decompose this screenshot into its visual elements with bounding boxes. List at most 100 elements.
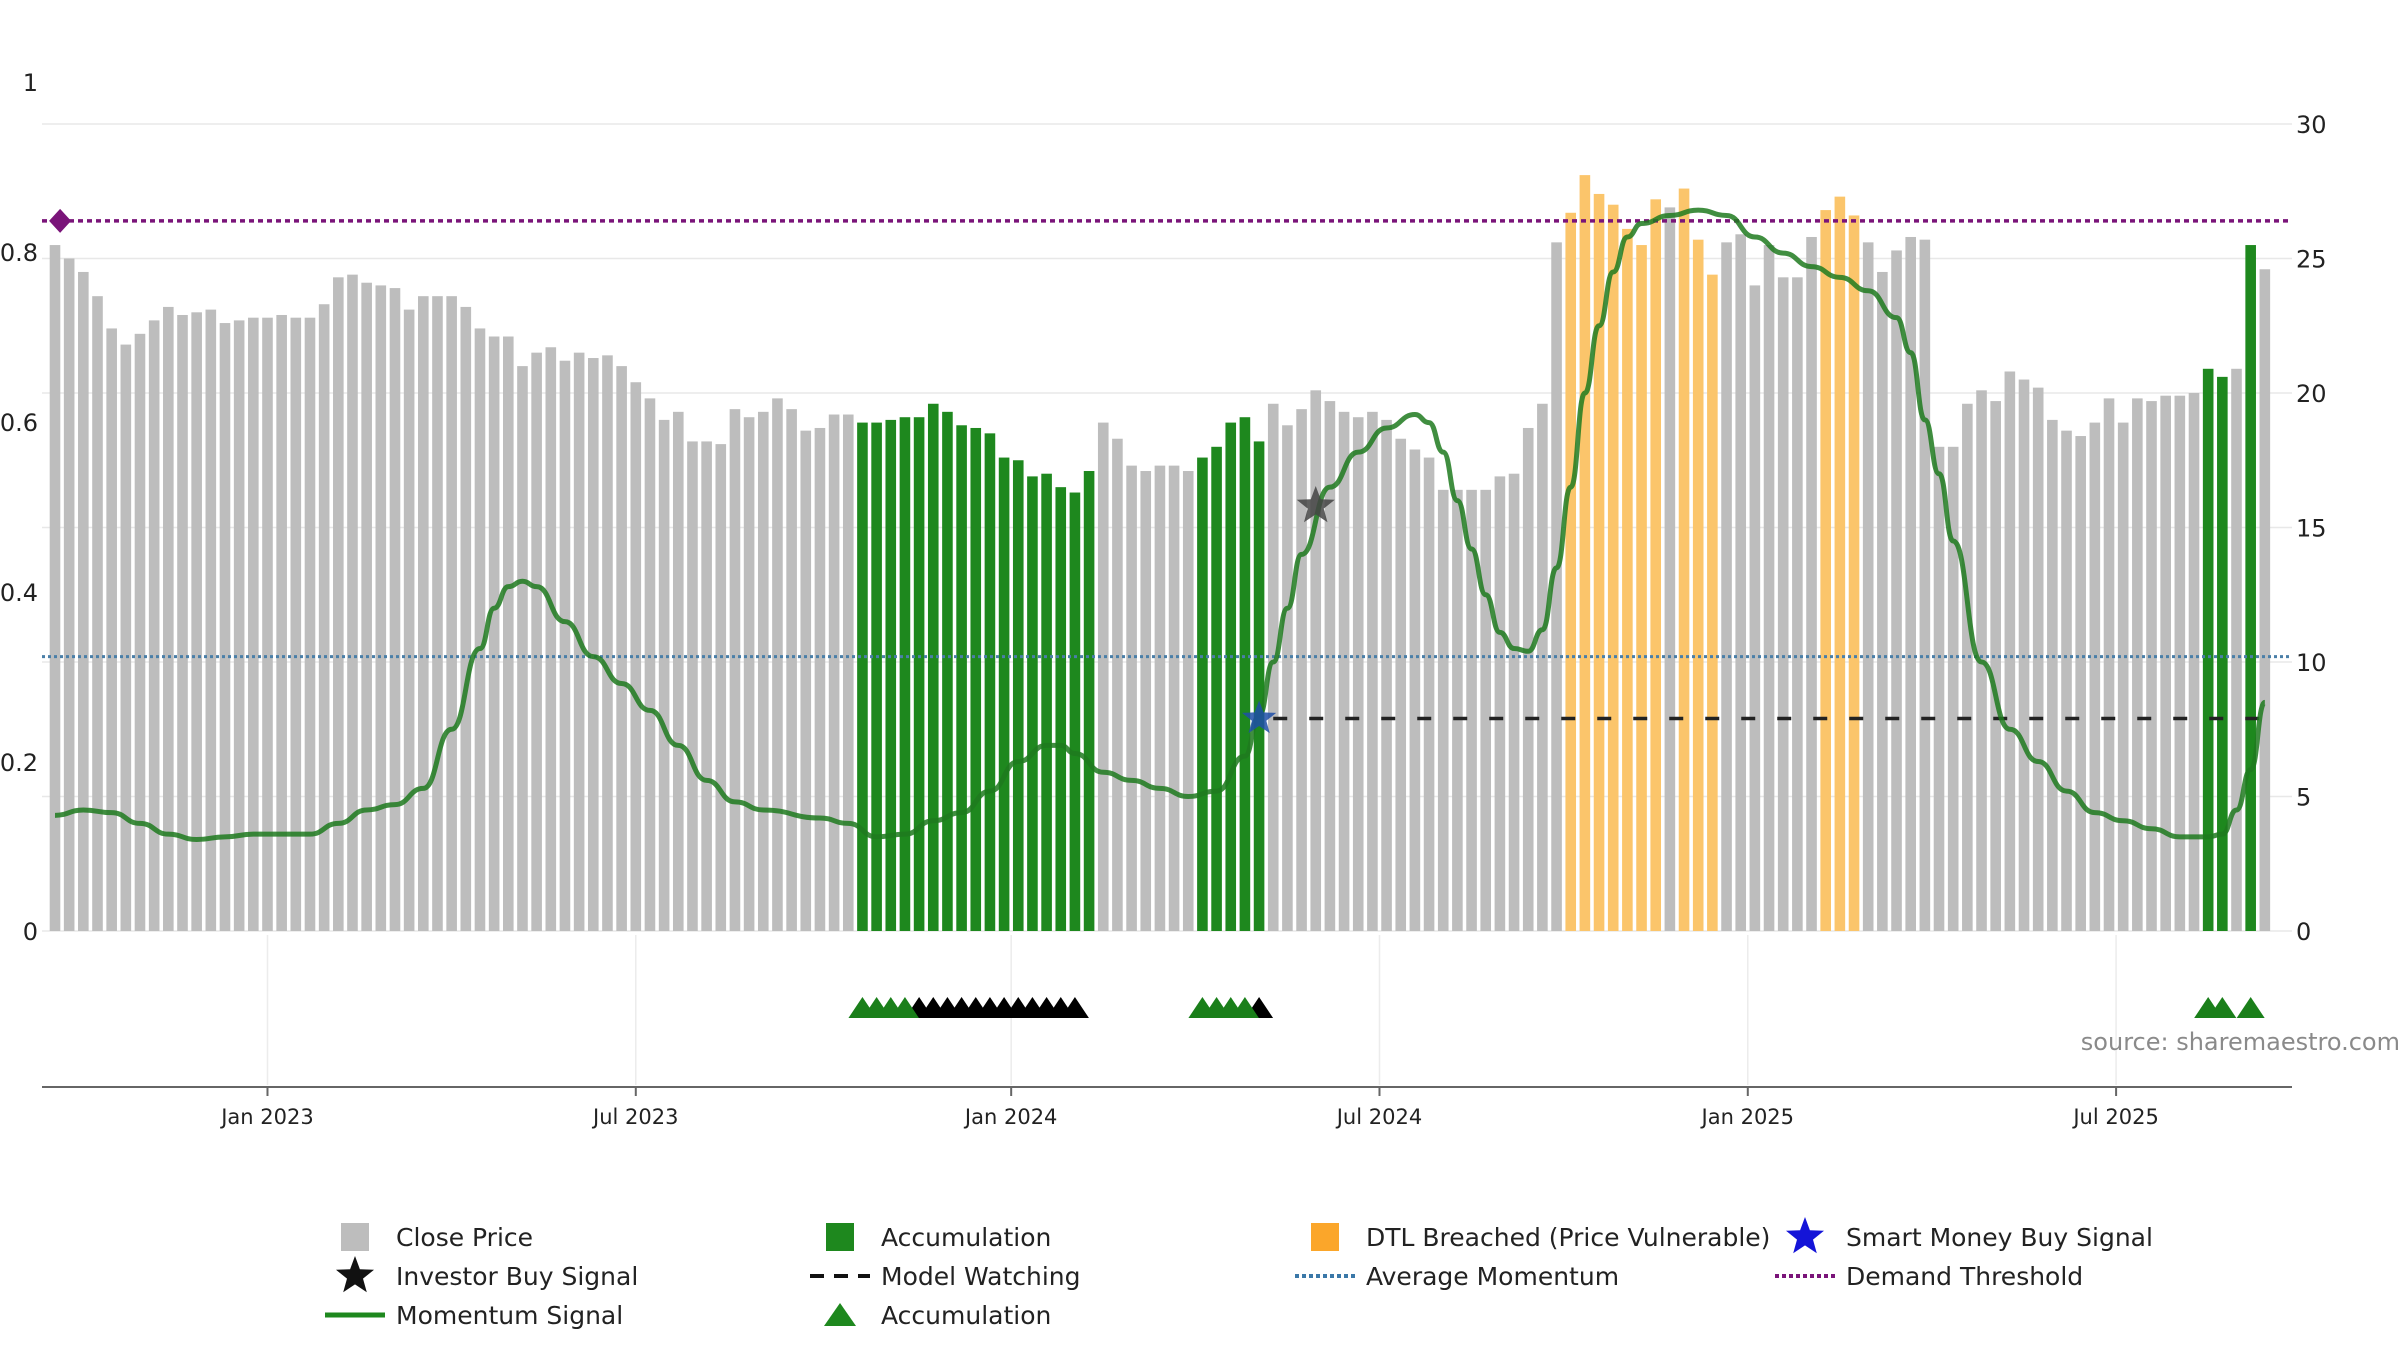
right-axis-tick-label: 10 bbox=[2296, 649, 2327, 677]
left-axis-tick-label: 0.4 bbox=[0, 579, 38, 607]
x-tick-label: Jul 2024 bbox=[1335, 1105, 1422, 1129]
close-price-bar bbox=[616, 366, 627, 932]
close-price-bar bbox=[318, 304, 330, 932]
close-price-bar bbox=[2103, 398, 2115, 931]
accumulation-bar bbox=[913, 417, 925, 932]
close-price-bar bbox=[1466, 489, 1477, 931]
left-axis-tick-label: 0.6 bbox=[0, 409, 38, 437]
accumulation-triangle bbox=[2208, 997, 2237, 1018]
close-price-bar bbox=[248, 317, 259, 931]
close-price-bar bbox=[545, 347, 557, 931]
close-price-bar bbox=[1877, 271, 1888, 931]
close-price-bar bbox=[814, 427, 826, 931]
close-price-bar bbox=[800, 430, 812, 931]
accumulation-bar bbox=[2202, 368, 2214, 931]
accumulation-triangle bbox=[890, 997, 919, 1018]
close-price-bar bbox=[1324, 401, 1336, 931]
x-tick-label: Jan 2025 bbox=[1700, 1105, 1795, 1129]
close-price-bar bbox=[2075, 436, 2086, 931]
close-price-bar bbox=[1862, 242, 1874, 932]
close-price-bar bbox=[559, 360, 571, 932]
close-price-bar bbox=[1551, 242, 1562, 932]
legend-label: Investor Buy Signal bbox=[396, 1262, 638, 1291]
close-price-bar bbox=[2061, 430, 2072, 931]
close-price-bar bbox=[1990, 401, 2001, 931]
close-price-bar bbox=[389, 288, 401, 932]
close-price-bar bbox=[2146, 401, 2157, 931]
close-price-bar bbox=[106, 328, 117, 931]
close-price-bar bbox=[1338, 411, 1350, 932]
legend-label: DTL Breached (Price Vulnerable) bbox=[1366, 1223, 1770, 1252]
close-price-bar bbox=[432, 296, 443, 931]
accumulation-bar bbox=[998, 457, 1010, 931]
close-price-bar bbox=[2089, 422, 2101, 931]
close-price-bar bbox=[163, 306, 174, 931]
close-price-bar bbox=[772, 398, 783, 931]
close-price-bar bbox=[828, 414, 840, 931]
indicator-lines bbox=[42, 207, 2292, 843]
close-price-bar bbox=[1792, 277, 1803, 932]
close-price-bar bbox=[177, 314, 188, 931]
close-price-bar bbox=[1480, 489, 1492, 931]
close-price-bar bbox=[1905, 236, 1916, 932]
close-price-bar bbox=[1933, 446, 1945, 931]
close-price-bar bbox=[701, 441, 712, 931]
close-price-bar bbox=[488, 336, 500, 931]
close-price-bar bbox=[1409, 449, 1421, 931]
close-price-bar bbox=[1423, 457, 1435, 931]
close-price-bar bbox=[743, 417, 755, 932]
accumulation-bar bbox=[1211, 446, 1222, 931]
dtl-breached-bar bbox=[1820, 210, 1832, 931]
accumulation-bar bbox=[2217, 376, 2228, 931]
close-price-bar bbox=[1919, 239, 1931, 932]
dtl-breached-bar bbox=[1636, 245, 1647, 932]
close-price-bar bbox=[1947, 446, 1959, 931]
close-price-bar bbox=[1806, 236, 1817, 932]
close-price-bar bbox=[1962, 403, 1973, 931]
signal-markers bbox=[49, 208, 2265, 1018]
accumulation-bar bbox=[1197, 457, 1208, 931]
legend: Close Price Accumulation DTL Breached (Pri… bbox=[325, 1217, 2153, 1330]
dtl-breached-bar bbox=[1607, 204, 1619, 931]
close-price-bar bbox=[2132, 398, 2143, 931]
smart-money-buy-signal-star bbox=[1242, 700, 1277, 734]
close-price-bar bbox=[1310, 390, 1322, 931]
close-price-bar bbox=[1267, 403, 1279, 931]
close-price-bar bbox=[517, 366, 528, 932]
legend-label: Model Watching bbox=[881, 1262, 1081, 1291]
close-price-bar bbox=[502, 336, 514, 931]
close-price-bar bbox=[729, 409, 741, 931]
legend-star bbox=[1786, 1217, 1824, 1254]
accumulation-bar bbox=[1083, 471, 1095, 931]
close-price-bar bbox=[1182, 471, 1194, 931]
close-price-bar bbox=[474, 328, 486, 931]
close-price-bar bbox=[630, 382, 642, 931]
close-price-bar bbox=[92, 296, 103, 931]
close-price-bar bbox=[375, 285, 387, 931]
close-price-bar bbox=[191, 312, 202, 931]
close-price-bar bbox=[1437, 489, 1449, 931]
close-price-bar bbox=[1537, 403, 1548, 931]
accumulation-bar bbox=[885, 419, 897, 931]
close-price-bar bbox=[134, 333, 146, 931]
accumulation-triangle bbox=[2236, 997, 2265, 1018]
accumulation-bar bbox=[899, 417, 911, 932]
legend-label: Demand Threshold bbox=[1846, 1262, 2083, 1291]
close-price-bar bbox=[2004, 371, 2016, 932]
close-price-bar bbox=[1891, 250, 1902, 931]
close-price-bar bbox=[842, 414, 854, 931]
dtl-breached-bar bbox=[1593, 193, 1605, 931]
dtl-breached-bar bbox=[1707, 274, 1718, 931]
x-tick-label: Jul 2023 bbox=[591, 1105, 678, 1129]
close-price-bar bbox=[1735, 234, 1747, 932]
close-price-bar bbox=[1494, 476, 1506, 931]
accumulation-bar bbox=[1253, 441, 1265, 931]
close-price-bar bbox=[276, 314, 287, 931]
close-price-bar bbox=[2188, 393, 2200, 931]
accumulation-bar bbox=[1069, 492, 1081, 931]
dtl-breached-bar bbox=[1650, 199, 1662, 931]
close-price-bar bbox=[2160, 395, 2171, 931]
dtl-breached-bar bbox=[1565, 212, 1577, 931]
close-price-bar bbox=[63, 258, 75, 931]
close-price-bar bbox=[1352, 417, 1364, 932]
